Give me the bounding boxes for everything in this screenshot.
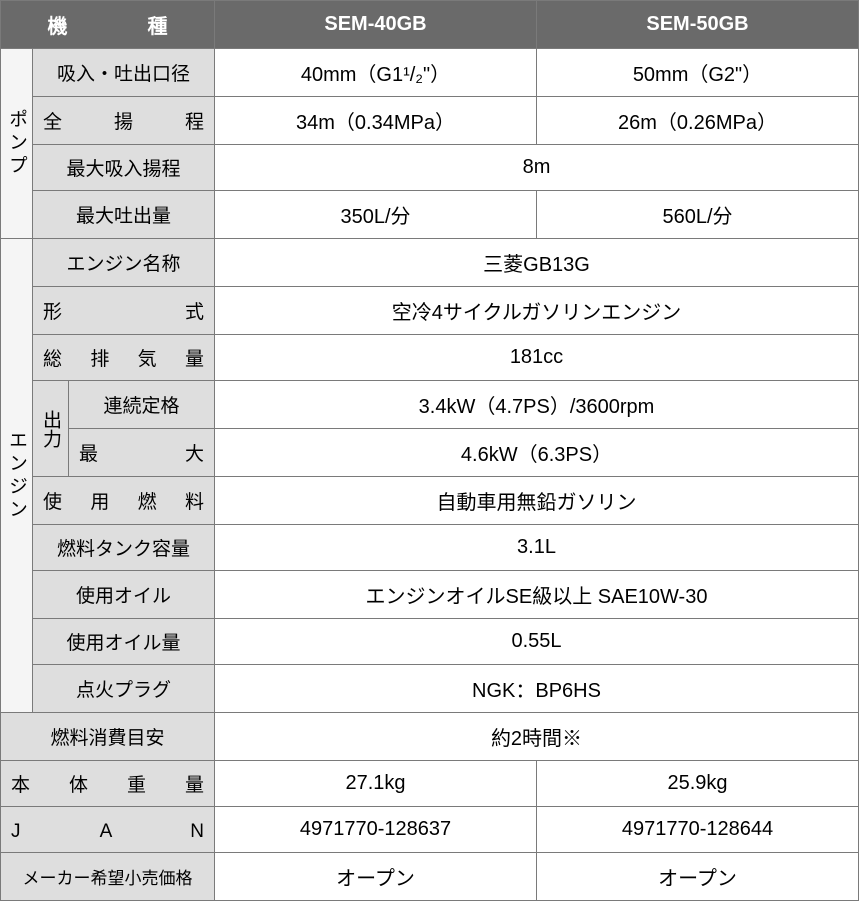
- val-msrp-a: オープン: [215, 853, 537, 901]
- val-weight-b: 25.9kg: [537, 761, 859, 807]
- row-msrp: メーカー希望小売価格 オープン オープン: [1, 853, 859, 901]
- label-max-suction: 最大吸入揚程: [33, 145, 215, 191]
- row-fuel: 使 用 燃 料 自動車用無鉛ガソリン: [1, 477, 859, 525]
- row-displacement: 総 排 気 量 181cc: [1, 335, 859, 381]
- val-jan-a: 4971770-128637: [215, 807, 537, 853]
- val-max-discharge-a: 350L/分: [215, 191, 537, 239]
- row-engine-name: エンジン エンジン名称 三菱GB13G: [1, 239, 859, 287]
- label-msrp: メーカー希望小売価格: [1, 853, 215, 901]
- val-fuel-consumption: 約2時間※: [215, 713, 859, 761]
- label-max-discharge: 最大吐出量: [33, 191, 215, 239]
- label-fuel-consumption: 燃料消費目安: [1, 713, 215, 761]
- label-output-max: 最 大: [69, 429, 215, 477]
- row-engine-type: 形 式 空冷4サイクルガソリンエンジン: [1, 287, 859, 335]
- row-oil: 使用オイル エンジンオイルSE級以上 SAE10W-30: [1, 571, 859, 619]
- row-fuel-consumption: 燃料消費目安 約2時間※: [1, 713, 859, 761]
- label-total-head: 全 揚 程: [33, 97, 215, 145]
- row-tank: 燃料タンク容量 3.1L: [1, 525, 859, 571]
- val-engine-type: 空冷4サイクルガソリンエンジン: [215, 287, 859, 335]
- val-output-max: 4.6kW（6.3PS）: [215, 429, 859, 477]
- label-output: 出力: [33, 381, 69, 477]
- val-inlet-outlet-b: 50mm（G2"）: [537, 49, 859, 97]
- label-oil-amount: 使用オイル量: [33, 619, 215, 665]
- engine-section-label: エンジン: [1, 239, 33, 713]
- val-engine-name: 三菱GB13G: [215, 239, 859, 287]
- val-weight-a: 27.1kg: [215, 761, 537, 807]
- row-oil-amount: 使用オイル量 0.55L: [1, 619, 859, 665]
- row-inlet-outlet: ポンプ 吸入・吐出口径 40mm（G1¹/₂"） 50mm（G2"）: [1, 49, 859, 97]
- label-displacement: 総 排 気 量: [33, 335, 215, 381]
- row-max-suction: 最大吸入揚程 8m: [1, 145, 859, 191]
- val-tank: 3.1L: [215, 525, 859, 571]
- row-max-discharge: 最大吐出量 350L/分 560L/分: [1, 191, 859, 239]
- row-output-rated: 出力 連続定格 3.4kW（4.7PS）/3600rpm: [1, 381, 859, 429]
- header-row: 機 種 SEM-40GB SEM-50GB: [1, 1, 859, 49]
- val-oil-amount: 0.55L: [215, 619, 859, 665]
- header-model-b: SEM-50GB: [537, 1, 859, 49]
- label-inlet-outlet: 吸入・吐出口径: [33, 49, 215, 97]
- val-total-head-a: 34m（0.34MPa）: [215, 97, 537, 145]
- val-inlet-outlet-a: 40mm（G1¹/₂"）: [215, 49, 537, 97]
- label-jan: J A N: [1, 807, 215, 853]
- row-plug: 点火プラグ NGK：BP6HS: [1, 665, 859, 713]
- label-oil: 使用オイル: [33, 571, 215, 619]
- header-model-label: 機 種: [1, 1, 215, 49]
- label-plug: 点火プラグ: [33, 665, 215, 713]
- val-fuel: 自動車用無鉛ガソリン: [215, 477, 859, 525]
- val-msrp-b: オープン: [537, 853, 859, 901]
- val-max-discharge-b: 560L/分: [537, 191, 859, 239]
- val-oil: エンジンオイルSE級以上 SAE10W-30: [215, 571, 859, 619]
- row-weight: 本 体 重 量 27.1kg 25.9kg: [1, 761, 859, 807]
- label-tank: 燃料タンク容量: [33, 525, 215, 571]
- val-output-rated: 3.4kW（4.7PS）/3600rpm: [215, 381, 859, 429]
- spec-table: 機 種 SEM-40GB SEM-50GB ポンプ 吸入・吐出口径 40mm（G…: [0, 0, 859, 901]
- val-plug: NGK：BP6HS: [215, 665, 859, 713]
- row-jan: J A N 4971770-128637 4971770-128644: [1, 807, 859, 853]
- val-displacement: 181cc: [215, 335, 859, 381]
- row-total-head: 全 揚 程 34m（0.34MPa） 26m（0.26MPa）: [1, 97, 859, 145]
- val-max-suction: 8m: [215, 145, 859, 191]
- label-engine-type: 形 式: [33, 287, 215, 335]
- label-engine-name: エンジン名称: [33, 239, 215, 287]
- label-output-rated: 連続定格: [69, 381, 215, 429]
- pump-section-label: ポンプ: [1, 49, 33, 239]
- header-model-a: SEM-40GB: [215, 1, 537, 49]
- label-fuel: 使 用 燃 料: [33, 477, 215, 525]
- label-weight: 本 体 重 量: [1, 761, 215, 807]
- row-output-max: 最 大 4.6kW（6.3PS）: [1, 429, 859, 477]
- val-total-head-b: 26m（0.26MPa）: [537, 97, 859, 145]
- val-jan-b: 4971770-128644: [537, 807, 859, 853]
